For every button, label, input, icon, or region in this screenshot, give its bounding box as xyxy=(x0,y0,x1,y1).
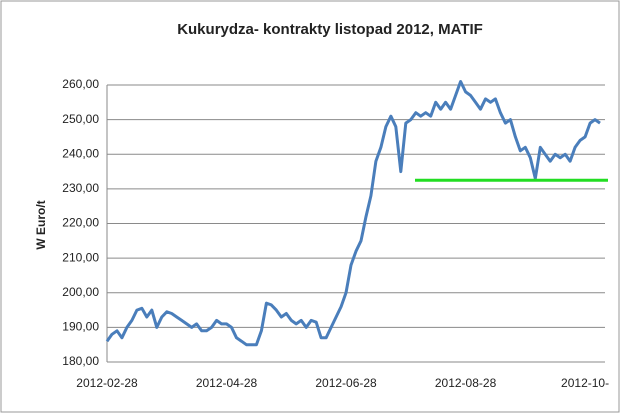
y-tick-label: 190,00 xyxy=(62,320,99,334)
chart-title: Kukurydza- kontrakty listopad 2012, MATI… xyxy=(177,21,483,38)
y-tick-label: 200,00 xyxy=(62,285,99,299)
y-tick-label: 260,00 xyxy=(62,77,99,91)
y-tick-label: 180,00 xyxy=(62,354,99,368)
x-tick-label: 2012-10- xyxy=(561,376,609,390)
y-tick-label: 210,00 xyxy=(62,250,99,264)
line-series xyxy=(105,80,601,347)
x-tick-label: 2012-02-28 xyxy=(76,376,138,390)
y-tick-label: 230,00 xyxy=(62,181,99,195)
y-tick-label: 220,00 xyxy=(62,216,99,230)
x-tick-label: 2012-08-28 xyxy=(435,376,497,390)
x-tick-label: 2012-04-28 xyxy=(196,376,258,390)
y-tick-label: 250,00 xyxy=(62,112,99,126)
y-axis-label: W Euro/t xyxy=(34,200,48,249)
x-tick-label: 2012-06-28 xyxy=(315,376,377,390)
y-tick-label: 240,00 xyxy=(62,146,99,160)
